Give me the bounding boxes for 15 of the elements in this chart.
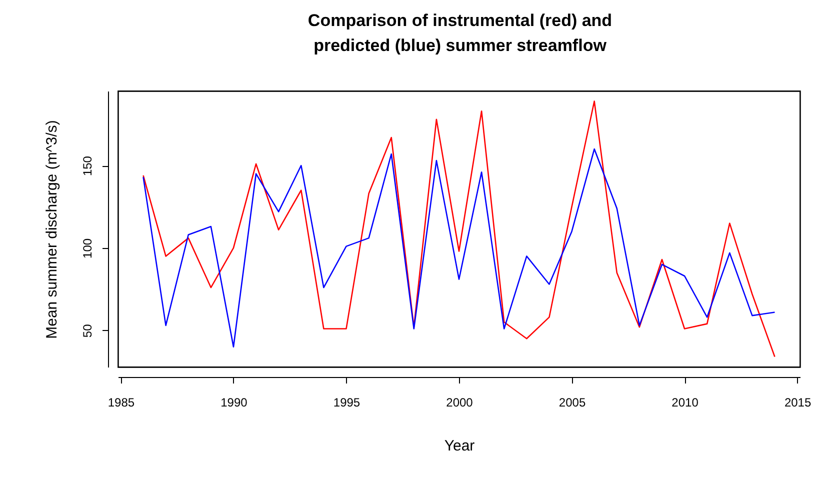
x-tick-label: 2000: [446, 396, 474, 410]
line-series: [142, 148, 776, 348]
y-tick-label: 150: [80, 156, 94, 176]
x-tick-label: 2015: [784, 396, 812, 410]
line-series: [142, 100, 776, 358]
x-tick-label: 1985: [108, 396, 135, 410]
y-tick-label: 100: [80, 238, 94, 258]
x-tick-label: 1990: [220, 396, 248, 410]
x-tick-label: 1995: [333, 396, 360, 410]
x-tick-label: 2010: [672, 396, 699, 410]
x-axis-title: Year: [444, 438, 475, 454]
y-axis-title: Mean summer discharge (m^3/s): [44, 120, 60, 339]
chart-title: Comparison of instrumental (red) and predicted (blue) summer streamflow: [306, 10, 614, 57]
x-tick-label: 2005: [558, 396, 586, 410]
y-tick-label: 50: [80, 324, 94, 338]
